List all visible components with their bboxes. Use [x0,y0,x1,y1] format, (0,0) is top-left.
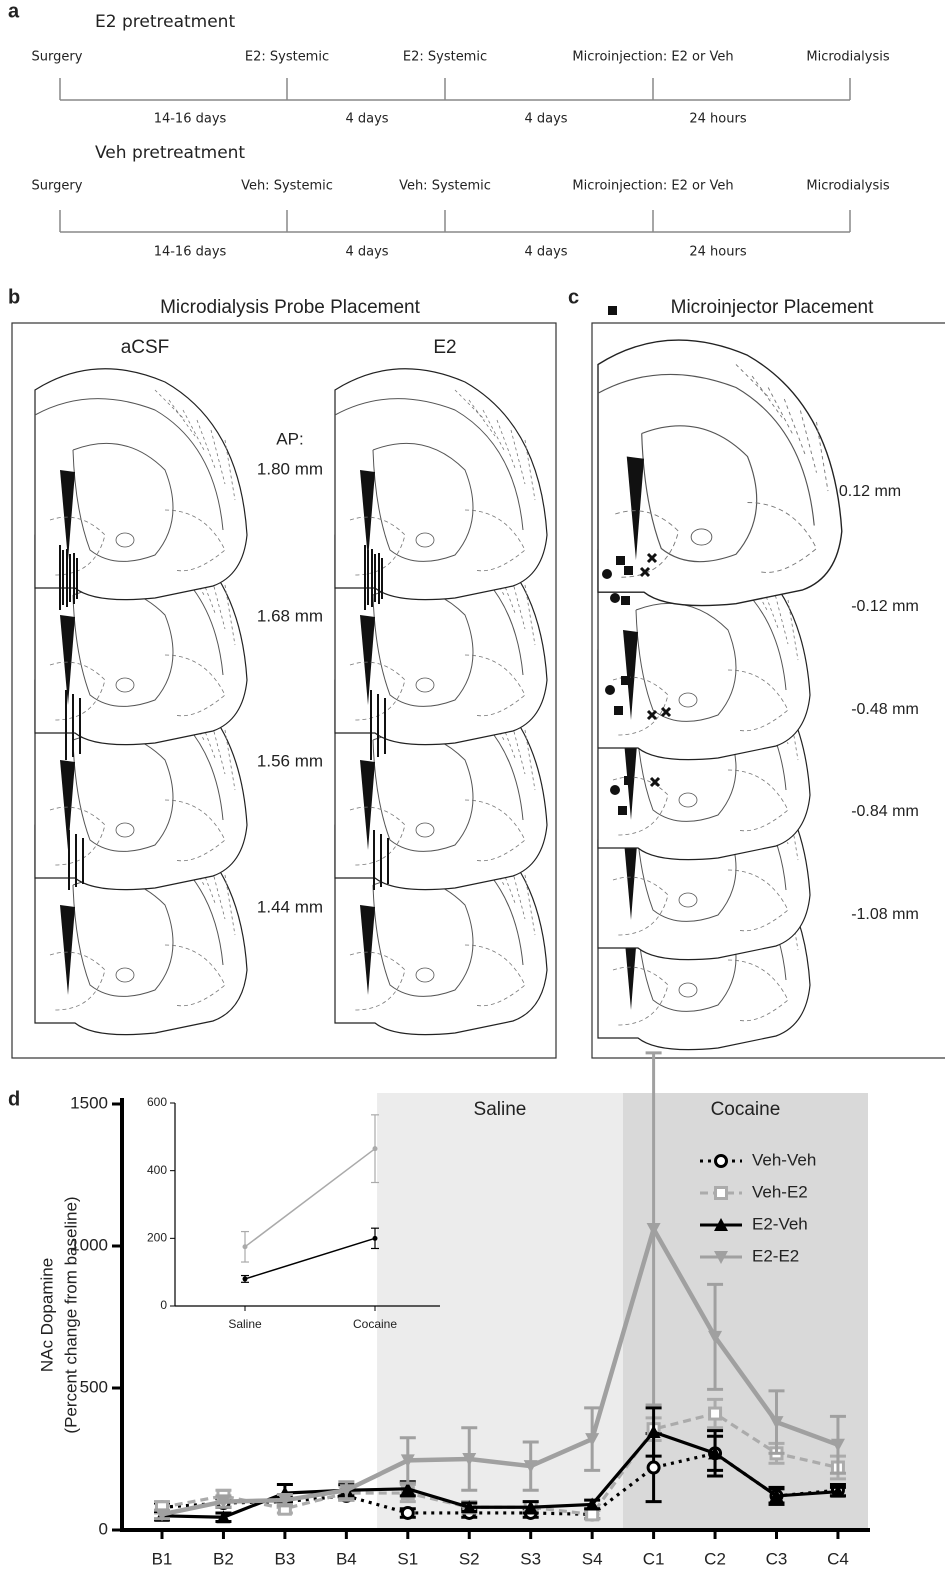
injection-site [614,706,623,715]
injection-site [621,596,630,605]
timeline-event: Microinjection: E2 or Veh [572,179,733,194]
inset-line [245,1238,375,1279]
region-label: Cocaine [711,1099,781,1120]
panel-title: Microdialysis Probe Placement [160,297,420,318]
timeline-event: Veh: Systemic [399,179,491,194]
legend-label: Veh-Veh [752,1150,816,1169]
timeline-event: Microinjection: E2 or Veh [572,50,733,65]
inset-marker [373,1236,378,1241]
timeline-interval: 14-16 days [154,245,227,260]
injection-site [624,776,633,785]
marker [402,1507,413,1518]
y-tick-label: 1500 [70,1093,108,1112]
x-tick-label: B2 [213,1549,234,1568]
ap-level: 1.44 mm [257,897,323,916]
x-tick-label: C2 [704,1549,726,1568]
panel-label: d [8,1088,20,1110]
marker [587,1509,598,1520]
ap-level: -0.48 mm [851,701,919,718]
timeline-interval: 4 days [345,112,388,127]
panel-label: a [8,0,20,22]
inset-y-tick-label: 200 [147,1231,167,1245]
inset-marker [243,1244,248,1249]
inset-y-tick-label: 400 [147,1163,167,1177]
x-tick-label: C3 [766,1549,788,1568]
x-tick-label: S3 [520,1549,541,1568]
timeline-interval: 24 hours [689,112,746,127]
injection-site [608,306,617,315]
injection-site [621,676,630,685]
x-tick-label: S4 [582,1549,603,1568]
timeline-interval: 14-16 days [154,112,227,127]
ap-level: 1.80 mm [257,459,323,478]
column-label: aCSF [121,337,170,358]
legend-label: E2-Veh [752,1214,808,1233]
x-tick-label: B4 [336,1549,357,1568]
inset-line [245,1149,375,1247]
x-tick-label: S2 [459,1549,480,1568]
injection-site [605,685,615,695]
injection-site [616,556,625,565]
x-tick-label: B1 [152,1549,173,1568]
ap-level: 1.68 mm [257,606,323,625]
column-label: E2 [433,337,456,358]
timeline-interval: 4 days [345,245,388,260]
timeline-interval: 24 hours [689,245,746,260]
legend-label: Veh-E2 [752,1182,808,1201]
inset-y-tick-label: 0 [160,1298,167,1312]
injection-site [610,593,620,603]
marker [710,1408,721,1419]
y-axis-label: (Percent change from baseline) [61,1196,80,1433]
marker [716,1156,727,1167]
x-tick-label: S1 [397,1549,418,1568]
injection-site [602,569,612,579]
marker [716,1188,727,1199]
ap-level: -1.08 mm [851,906,919,923]
timeline-event: E2: Systemic [403,50,487,65]
x-tick-label: C1 [643,1549,665,1568]
ap-level: -0.84 mm [851,803,919,820]
panel-label: c [568,286,579,308]
injection-site [624,566,633,575]
timeline-interval: 4 days [524,245,567,260]
inset-marker [243,1276,248,1281]
marker [648,1462,659,1473]
injection-site [618,806,627,815]
injector-placement [598,306,842,1050]
timeline-event: Surgery [32,50,83,65]
timeline-event: Microdialysis [806,179,890,194]
brain-slice [598,340,842,606]
x-tick-label: B3 [275,1549,296,1568]
ap-level: 1.56 mm [257,751,323,770]
panel-title: Microinjector Placement [671,297,874,318]
timeline-title: Veh pretreatment [95,143,245,163]
panel-label: b [8,286,20,308]
brain-slice [335,369,547,600]
timelines: E2 pretreatment Surgery E2: Systemic E2: Sy… [32,12,890,260]
timeline-event: Surgery [32,179,83,194]
timeline-event: E2: Systemic [245,50,329,65]
inset-x-tick-label: Cocaine [353,1317,397,1331]
y-tick-label: 0 [99,1519,108,1538]
region-label: Saline [474,1099,527,1120]
x-tick-label: C4 [827,1549,849,1568]
inset-x-tick-label: Saline [228,1317,262,1331]
timeline-title: E2 pretreatment [95,12,235,32]
ap-level: 0.12 mm [839,483,901,500]
ap-heading: AP: [276,429,303,448]
inset-y-tick-label: 600 [147,1095,167,1109]
y-tick-label: 500 [80,1377,108,1396]
timeline-interval: 4 days [524,112,567,127]
injection-site [610,785,620,795]
legend-label: E2-E2 [752,1246,799,1265]
figure: a b Microdialysis Probe Placement aCSF E… [0,0,945,1591]
y-axis-label: NAc Dopamine [37,1258,56,1372]
timeline-event: Veh: Systemic [241,179,333,194]
ap-level: -0.12 mm [851,598,919,615]
inset-marker [373,1146,378,1151]
timeline-event: Microdialysis [806,50,890,65]
